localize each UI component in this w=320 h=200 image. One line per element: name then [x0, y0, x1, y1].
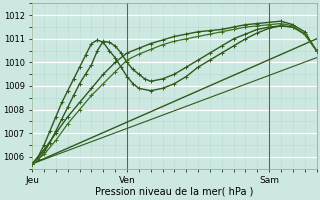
X-axis label: Pression niveau de la mer( hPa ): Pression niveau de la mer( hPa )	[95, 187, 253, 197]
